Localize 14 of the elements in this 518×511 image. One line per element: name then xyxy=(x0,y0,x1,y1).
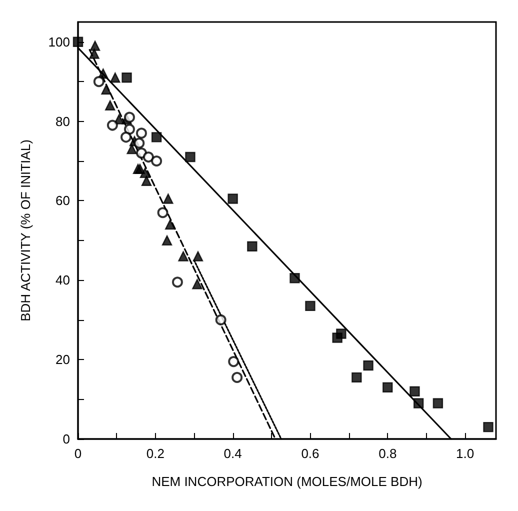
x-tick-label: 0.6 xyxy=(301,446,320,461)
x-axis-title: NEM INCORPORATION (MOLES/MOLE BDH) xyxy=(152,474,422,489)
y-tick-label: 20 xyxy=(56,352,70,368)
y-axis-title: BDH ACTIVITY (% OF INITIAL) xyxy=(18,140,33,322)
y-tick-label: 100 xyxy=(48,34,70,50)
y-tick-label: 0 xyxy=(62,432,70,446)
y-tick-label: 80 xyxy=(56,114,70,129)
x-tick-label: 0 xyxy=(74,446,82,461)
x-tick-label: 0.4 xyxy=(224,446,242,461)
x-tick-label: 0.8 xyxy=(378,446,397,461)
y-tick-label: 40 xyxy=(56,272,70,288)
x-tick-label: 0.2 xyxy=(146,446,164,461)
x-tick-label: 1.0 xyxy=(456,446,474,461)
y-tick-label: 60 xyxy=(56,193,70,208)
